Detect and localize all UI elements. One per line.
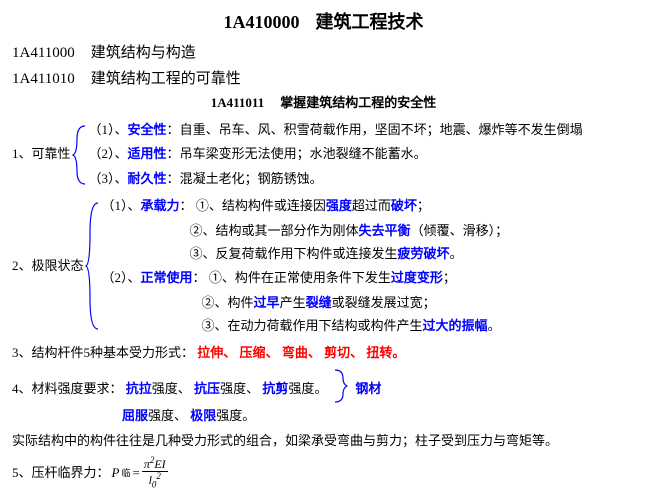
section-4: 4、材料强度要求： 抗拉强度、 抗压强度、 抗剪强度。 钢材 (12, 368, 635, 411)
fraction: π2EI l02 (142, 456, 168, 490)
s2-g2-sub-3: ③、在动力荷载作用下结构或构件产生过大的振幅。 (202, 316, 509, 337)
s1-item-2: （2）、适用性：吊车梁变形无法使用；水池裂缝不能蓄水。 (89, 144, 583, 165)
heading-1: 1A411000 建筑结构与构造 (12, 41, 635, 65)
s1-item-3: （3）、耐久性：混凝土老化；钢筋锈蚀。 (89, 169, 583, 190)
heading-2: 1A411010 建筑结构工程的可靠性 (12, 67, 635, 91)
section-3: 3、结构杆件5种基本受力形式： 拉伸、 压缩、 弯曲、 剪切、 扭转。 (12, 343, 635, 364)
s2-g1-sub-2: ②、结构或其一部分作为刚体失去平衡（倾覆、滑移）； (190, 221, 509, 242)
page-title: 1A410000 建筑工程技术 (12, 8, 635, 37)
title-text: 建筑工程技术 (316, 12, 424, 32)
steel-label: 钢材 (355, 379, 381, 400)
s1-item-1: （1）、安全性：自重、吊车、风、积雪荷载作用，坚固不坏；地震、爆炸等不发生倒塌 (89, 120, 583, 141)
h2-text: 建筑结构工程的可靠性 (91, 71, 241, 87)
s2-g1-head: （1）、承载力： ①、结构构件或连接因强度超过而破坏； (102, 196, 509, 217)
section-2: 2、极限状态 （1）、承载力： ①、结构构件或连接因强度超过而破坏； ②、结构或… (12, 196, 635, 337)
brace-right-icon (333, 368, 349, 411)
section-1-label: 1、可靠性 (12, 144, 71, 165)
note-text: 实际结构中的构件往往是几种受力形式的组合，如梁承受弯曲与剪力；柱子受到压力与弯矩… (12, 431, 635, 452)
heading-3: 1A411011 掌握建筑结构工程的安全性 (12, 93, 635, 114)
h3-code: 1A411011 (211, 95, 264, 110)
section-1: 1、可靠性 （1）、安全性：自重、吊车、风、积雪荷载作用，坚固不坏；地震、爆炸等… (12, 120, 635, 190)
s2-g2-head: （2）、正常使用： ①、构件在正常使用条件下发生过度变形； (102, 268, 509, 289)
h2-code: 1A411010 (12, 71, 75, 87)
brace-icon (84, 201, 102, 331)
h3-text: 掌握建筑结构工程的安全性 (280, 95, 436, 110)
section-5: 5、压杆临界力： P临 = π2EI l02 (12, 456, 635, 490)
brace-icon (71, 124, 89, 186)
title-code: 1A410000 (224, 12, 300, 32)
h1-code: 1A411000 (12, 45, 75, 61)
s2-g1-sub-3: ③、反复荷载作用下构件或连接发生疲劳破坏。 (190, 244, 509, 265)
s2-g2-sub-2: ②、构件过早产生裂缝或裂缝发展过宽； (202, 293, 509, 314)
section-2-label: 2、极限状态 (12, 256, 84, 277)
section-4-line2: 屈服强度、 极限强度。 (122, 406, 635, 427)
h1-text: 建筑结构与构造 (91, 45, 196, 61)
